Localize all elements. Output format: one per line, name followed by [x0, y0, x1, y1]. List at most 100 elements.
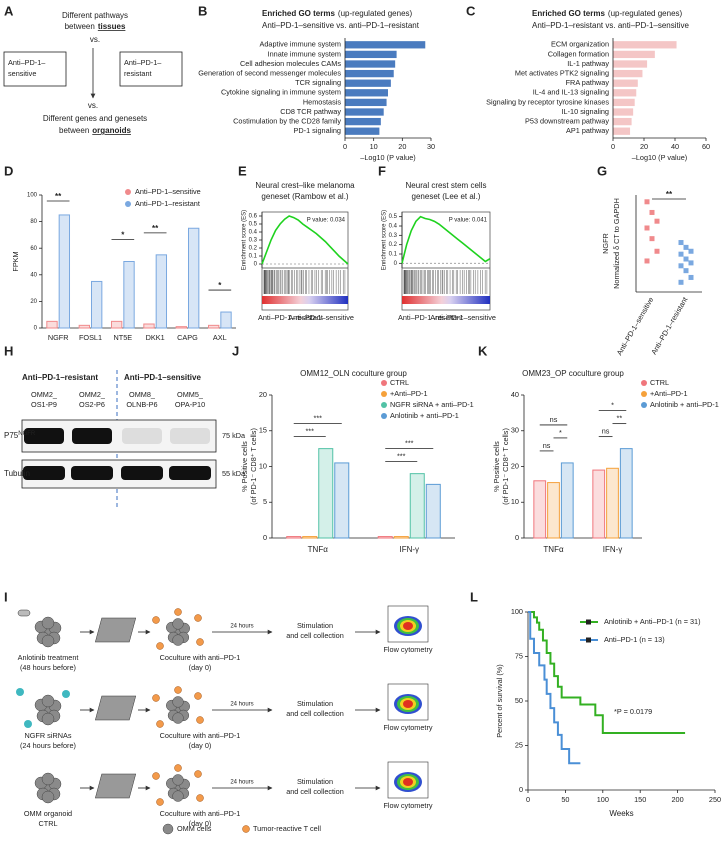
panel-letter: J: [232, 343, 239, 358]
bar: [334, 462, 350, 539]
lane-label: OPA-P10: [175, 400, 205, 409]
legend-marker: [586, 637, 591, 643]
point: [644, 225, 650, 231]
plate: [95, 695, 137, 721]
organoid: [41, 634, 55, 648]
box: [3, 51, 67, 87]
y-tick-label: 0.1: [249, 254, 258, 260]
x-axis-label: –Log10 (P value): [360, 153, 415, 162]
marker-label: 55 kDa: [222, 469, 246, 478]
x-tick-label: Anti–PD-1–resistant: [649, 295, 689, 356]
bar: [393, 536, 409, 539]
group-label: Anti–PD-1–resistant: [22, 373, 98, 382]
plate: [95, 617, 137, 643]
y-tick-label: 0.3: [389, 233, 398, 239]
text: between tissues: [65, 22, 126, 31]
y-tick-label: 40: [30, 272, 37, 278]
significance-label: ***: [313, 414, 322, 423]
sirna-icon: [24, 720, 32, 728]
text: Different genes and genesets: [43, 114, 147, 123]
x-tick-label: 50: [561, 795, 569, 804]
x-tick-label: AXL: [213, 333, 227, 342]
group-label: Anti–PD-1–sensitive: [124, 373, 201, 382]
significance-label: *: [611, 401, 614, 410]
category-label: Innate immune system: [268, 49, 341, 58]
category-label: PD-1 signaling: [294, 126, 341, 135]
step-label: and cell collection: [286, 709, 344, 718]
x-label: Anti–PD-1–sensitive: [288, 313, 354, 322]
panel-letter: K: [478, 343, 488, 358]
point: [644, 199, 650, 205]
chart-title: OMM23_OP coculture group: [522, 369, 624, 378]
x-tick-label: DKK1: [146, 333, 165, 342]
legend-label: CTRL: [650, 378, 669, 387]
legend-marker: [381, 413, 387, 419]
significance-label: ***: [305, 427, 314, 436]
text: vs.: [90, 35, 100, 44]
significance-label: ns: [602, 427, 610, 436]
bar: [345, 69, 394, 78]
y-tick-label: 25: [515, 740, 523, 749]
x-label: Anti–PD-1–resistant: [398, 313, 463, 322]
y-axis-label: Normalized δ CT to GAPDH: [612, 198, 621, 289]
es-line: [261, 215, 349, 265]
time-label: 24 hours: [230, 702, 253, 708]
y-tick-label: 0.3: [249, 238, 258, 244]
t-cell: [174, 686, 182, 694]
point: [644, 258, 650, 264]
sirna-icon: [62, 690, 70, 698]
lane-label: OS1-P9: [31, 400, 57, 409]
x-tick-label: IFN-γ: [603, 545, 623, 554]
y-axis-label: Percent of survival (%): [495, 664, 504, 737]
flow-density: [403, 700, 413, 708]
point: [649, 236, 655, 242]
point: [678, 251, 684, 257]
y-tick-label: 40: [511, 390, 519, 399]
category-label: IL-10 signaling: [562, 107, 609, 116]
treatment-label: NGFR siRNAs: [24, 731, 71, 740]
point: [678, 240, 684, 246]
chart-title: OMM12_OLN coculture group: [300, 369, 407, 378]
panel-letter: G: [597, 163, 607, 178]
category-label: TCR signaling: [295, 78, 341, 87]
legend-marker: [381, 380, 387, 386]
x-tick-label: CAPG: [177, 333, 198, 342]
panel-letter: A: [4, 3, 14, 18]
bar: [345, 50, 397, 59]
band: [23, 466, 65, 480]
bar: [345, 108, 384, 116]
panel-letter: C: [466, 3, 476, 18]
bar: [345, 98, 387, 107]
text: vs.: [88, 101, 98, 110]
y-tick-label: 0: [34, 326, 38, 332]
frame: [261, 211, 349, 311]
bar: [345, 117, 381, 126]
legend-label: +Anti–PD-1: [650, 389, 688, 398]
significance-label: **: [152, 224, 159, 233]
category-label: IL-4 and IL-13 signaling: [533, 88, 609, 97]
panel-letter: E: [238, 163, 247, 178]
band: [72, 428, 112, 444]
chart-title: Neural crest–like melanoma: [255, 181, 355, 190]
significance-label: *: [218, 281, 222, 290]
step-label: Coculture with anti–PD-1: [160, 653, 241, 662]
legend-marker: [242, 825, 250, 833]
treatment-label: CTRL: [38, 819, 57, 828]
x-axis-label: –Log10 (P value): [632, 153, 687, 162]
point: [649, 209, 655, 215]
x-tick-label: 100: [597, 795, 609, 804]
y-axis-label: NGFR: [601, 233, 610, 254]
category-label: Cytokine signaling in immune system: [221, 88, 341, 97]
y-tick-label: 0.4: [389, 224, 398, 230]
significance-label: **: [666, 190, 673, 199]
bar: [606, 467, 619, 539]
panel-letter: I: [4, 589, 8, 604]
y-tick-label: 10: [511, 497, 519, 506]
step-label: and cell collection: [286, 631, 344, 640]
lane-label: OMM2_: [31, 390, 58, 399]
t-cell: [152, 772, 160, 780]
x-tick-label: 200: [672, 795, 684, 804]
t-cell: [174, 764, 182, 772]
x-tick-label: 250: [709, 795, 721, 804]
y-tick-label: 15: [259, 426, 267, 435]
